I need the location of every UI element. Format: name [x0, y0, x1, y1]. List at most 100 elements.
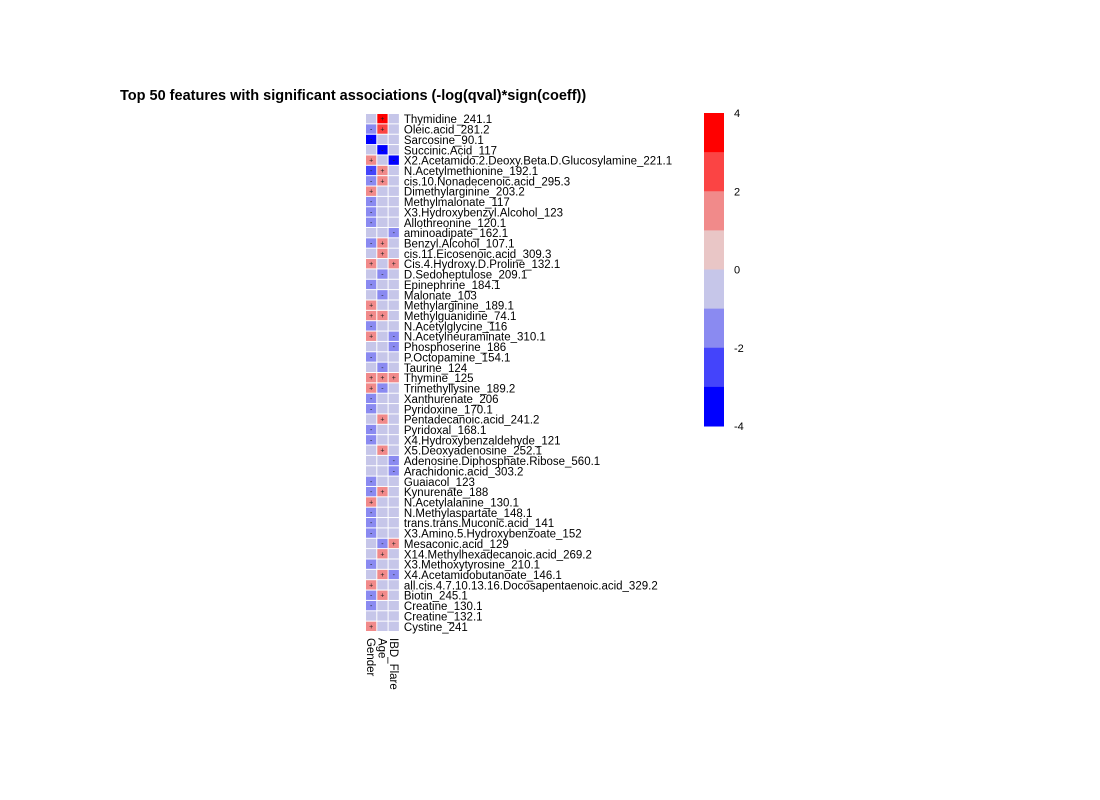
legend-color-bin: [704, 347, 724, 388]
heatmap-cell: [377, 518, 388, 528]
cell-significance-symbol: -: [393, 458, 396, 465]
heatmap-cell: [388, 124, 399, 134]
heatmap-cell: [377, 238, 388, 248]
heatmap-cell: [388, 352, 399, 362]
column-labels: Gender Age IBD_Flare: [364, 638, 399, 690]
cell-significance-symbol: +: [380, 593, 384, 600]
cell-significance-symbol: +: [369, 334, 373, 341]
heatmap-cell: [366, 155, 377, 165]
heatmap-cell: [388, 569, 399, 580]
heatmap-cell: [366, 145, 377, 155]
heatmap-cell: [366, 466, 377, 476]
cell-significance-symbol: +: [369, 500, 373, 507]
cell-significance-symbol: -: [370, 220, 373, 227]
heatmap-cell: [388, 341, 399, 352]
row-label: Guaiacol_123: [404, 477, 475, 489]
row-labels: Thymidine_241.1Oleic.acid_281.2Sarcosine…: [404, 114, 672, 634]
row-label: all.cis.4.7.10.13.16.Docosapentaenoic.ac…: [404, 580, 658, 592]
heatmap-cell: [377, 114, 388, 124]
cell-significance-symbol: -: [381, 147, 384, 154]
heatmap-cell: [377, 528, 388, 538]
row-label: Mesaconic.acid_129: [404, 539, 509, 551]
heatmap-cell: [388, 445, 399, 455]
row-label: trans.trans.Muconic.acid_141: [404, 518, 554, 530]
row-label: N.Acetylmethionine_192.1: [404, 166, 538, 178]
heatmap-cell: [388, 528, 399, 538]
heatmap-cell: [388, 507, 399, 518]
heatmap-cell: [377, 248, 388, 259]
legend-tick-label: -2: [734, 343, 744, 355]
cell-significance-symbol: +: [380, 417, 384, 424]
heatmap-cell: [388, 580, 399, 590]
heatmap-cell: [366, 259, 377, 269]
heatmap-cell: [366, 497, 377, 507]
heatmap-cell: [388, 269, 399, 279]
heatmap-cell: [366, 486, 377, 497]
heatmap-cell: [366, 321, 377, 331]
cell-significance-symbol: -: [370, 510, 373, 517]
row-label: Pyridoxine_170.1: [404, 404, 493, 416]
row-label: Dimethylarginine_203.2: [404, 187, 525, 199]
heatmap-cell: [388, 134, 399, 145]
cell-significance-symbol: -: [381, 365, 384, 372]
heatmap-cell: [388, 414, 399, 424]
legend-color-bin: [704, 113, 724, 153]
heatmap-cell: [366, 621, 377, 631]
heatmap-cell: [388, 207, 399, 217]
column-label: Age: [375, 638, 387, 658]
heatmap-cell: [366, 611, 377, 621]
cell-significance-symbol: -: [381, 272, 384, 279]
row-label: Cystine_241: [404, 622, 468, 634]
cell-significance-symbol: -: [370, 562, 373, 569]
cell-significance-symbol: +: [369, 303, 373, 310]
cell-significance-symbol: -: [370, 396, 373, 403]
cell-significance-symbol: -: [370, 137, 373, 144]
cell-significance-symbol: -: [370, 479, 373, 486]
cell-significance-symbol: +: [380, 448, 384, 455]
heatmap-cells: +- +--+ -- +- ++----- +++ +---++ +-+ ----+ + ++ ---…: [366, 114, 399, 631]
heatmap-cell: [366, 424, 377, 435]
heatmap-cell: [366, 569, 377, 580]
heatmap-cell: [366, 393, 377, 404]
heatmap-cell: [377, 414, 388, 424]
heatmap-cell: [388, 238, 399, 248]
row-label: Phosphoserine_186: [404, 342, 506, 354]
row-label: Kynurenate_188: [404, 487, 488, 499]
cell-significance-symbol: -: [370, 282, 373, 289]
row-label: Methylguanidine_74.1: [404, 311, 517, 323]
cell-significance-symbol: +: [392, 541, 396, 548]
heatmap-cell: [388, 466, 399, 476]
legend-tick-label: 0: [734, 265, 740, 277]
heatmap-cell: [366, 124, 377, 134]
heatmap-cell: [388, 279, 399, 290]
cell-significance-symbol: -: [393, 334, 396, 341]
cell-significance-symbol: -: [370, 168, 373, 175]
row-label: Creatine_132.1: [404, 611, 483, 623]
heatmap-cell: [388, 196, 399, 207]
cell-significance-symbol: +: [392, 375, 396, 382]
row-label: Sarcosine_90.1: [404, 135, 484, 147]
row-label: Cis.4.Hydroxy.D.Proline_132.1: [404, 259, 560, 271]
row-label: Taurine_124: [404, 363, 468, 375]
row-label: X4.Hydroxybenzaldehyde_121: [404, 435, 561, 447]
row-label: Thymine_125: [404, 373, 474, 385]
cell-significance-symbol: +: [369, 624, 373, 631]
legend-color-bin: [704, 152, 724, 192]
row-label: Allothreonine_120.1: [404, 218, 506, 230]
cell-significance-symbol: +: [369, 261, 373, 268]
heatmap-cell: [366, 528, 377, 538]
heatmap-cell: [366, 114, 377, 124]
heatmap-cell: [377, 362, 388, 372]
cell-significance-symbol: -: [393, 344, 396, 351]
heatmap-cell: [366, 331, 377, 341]
heatmap-cell: [366, 383, 377, 393]
heatmap-cell: [377, 435, 388, 445]
heatmap-cell: [366, 414, 377, 424]
heatmap-cell: [377, 269, 388, 279]
row-label: Pyridoxal_168.1: [404, 425, 486, 437]
row-label: X3.Amino.5.Hydroxybenzoate_152: [404, 529, 582, 541]
row-label: Xanthurenate_206: [404, 394, 499, 406]
heatmap-cell: [388, 559, 399, 569]
heatmap-cell: [377, 445, 388, 455]
